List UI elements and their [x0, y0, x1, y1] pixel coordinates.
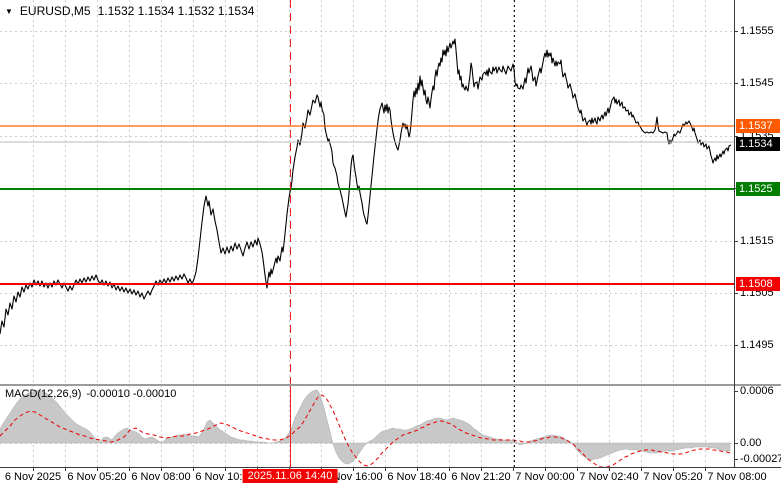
macd-indicator-header: MACD(12,26,9) -0.00010 -0.00010: [5, 388, 176, 400]
macd-indicator-label: MACD(12,26,9): [5, 388, 82, 400]
panel-separator[interactable]: [0, 384, 781, 386]
macd-signal-line: [0, 394, 731, 468]
symbol-timeframe-label: EURUSD,M5: [19, 4, 91, 18]
macd-histogram: [0, 389, 731, 465]
ohlc-quotes: 1.1532 1.1534 1.1532 1.1534: [97, 4, 255, 18]
symbol-header: ▼ EURUSD,M5 1.1532 1.1534 1.1532 1.1534: [5, 4, 254, 18]
price-line: [0, 38, 732, 335]
symbol-dropdown-icon[interactable]: ▼: [5, 7, 13, 16]
macd-indicator-values: -0.00010 -0.00010: [86, 388, 177, 400]
